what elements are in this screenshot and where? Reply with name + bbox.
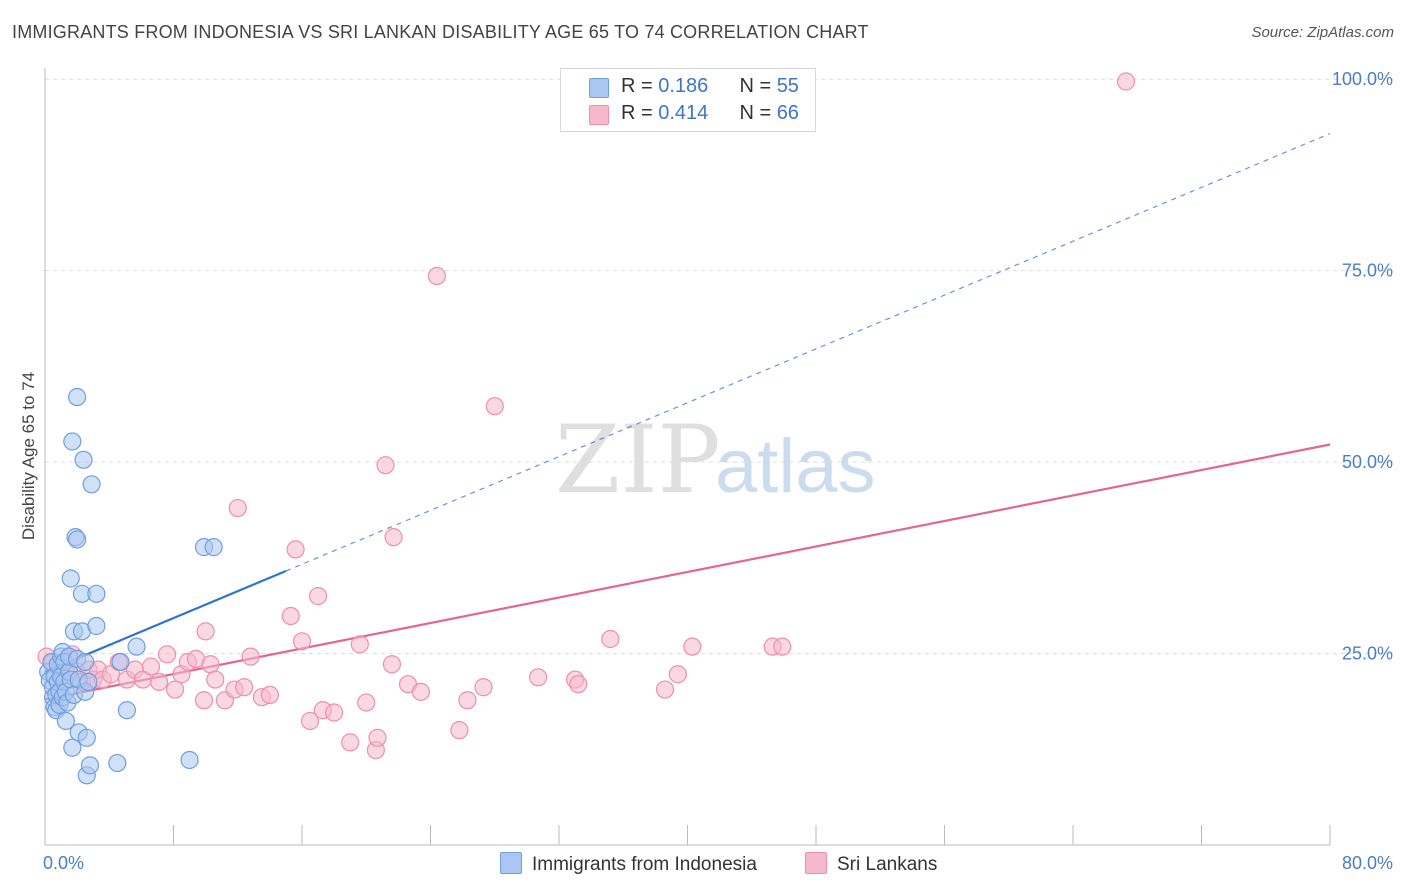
point-srilankan	[194, 691, 214, 710]
point-srilankan	[141, 657, 161, 676]
axes	[44, 68, 1331, 846]
point-indonesia	[204, 538, 223, 557]
point-srilankan	[325, 703, 344, 722]
legend-item-srilankans[interactable]: Sri Lankans	[805, 852, 937, 876]
point-indonesia	[111, 652, 130, 672]
point-srilankan	[427, 266, 447, 286]
point-indonesia	[68, 530, 87, 549]
watermark-zip: ZIP	[555, 406, 721, 515]
source-label: Source: ZipAtlas.com	[1251, 24, 1394, 41]
point-srilankan	[196, 622, 215, 641]
point-srilankan	[1116, 72, 1136, 91]
point-srilankan	[350, 635, 369, 654]
point-indonesia	[74, 450, 93, 469]
x-tick-label-start: 0.0%	[43, 853, 84, 873]
grid-lines	[45, 78, 1395, 655]
legend-r-value: 0.414	[658, 102, 709, 124]
point-srilankan	[357, 693, 376, 712]
x-tick-label-end: 80.0%	[1342, 853, 1393, 873]
point-indonesia	[180, 750, 199, 770]
legend-swatch-blue	[589, 78, 609, 98]
point-srilankan	[569, 675, 588, 694]
point-srilankan	[382, 655, 402, 674]
y-tick-label: 100.0%	[1332, 69, 1393, 89]
point-indonesia	[61, 569, 80, 588]
y-tick-label: 75.0%	[1342, 261, 1393, 281]
correlation-legend: R = 0.186 N = 55 R = 0.414 N = 66	[560, 68, 816, 132]
point-indonesia	[56, 711, 75, 731]
watermark: ZIP atlas	[555, 406, 876, 515]
point-srilankan	[485, 397, 504, 416]
legend-r-label: R =	[621, 102, 659, 124]
point-indonesia	[63, 432, 82, 451]
point-srilankan	[655, 680, 675, 699]
point-srilankan	[458, 691, 477, 710]
point-indonesia	[127, 637, 146, 656]
legend-n-value: 55	[776, 75, 799, 97]
point-indonesia	[87, 584, 106, 603]
legend-swatch-blue	[500, 852, 522, 874]
point-srilankan	[474, 678, 493, 697]
point-srilankan	[411, 682, 430, 701]
point-srilankan	[260, 685, 279, 705]
legend-r-label: R =	[621, 75, 659, 97]
point-indonesia	[63, 738, 82, 757]
point-srilankan	[450, 721, 469, 740]
legend-label-indonesia: Immigrants from Indonesia	[532, 854, 757, 875]
point-srilankan	[241, 647, 260, 666]
legend-swatch-pink	[805, 852, 827, 874]
point-srilankan	[529, 668, 548, 687]
point-srilankan	[292, 632, 312, 651]
point-srilankan	[384, 528, 403, 547]
point-srilankan	[286, 540, 305, 559]
y-tick-label: 50.0%	[1342, 452, 1393, 472]
point-srilankan	[206, 670, 225, 689]
point-srilankan	[166, 680, 185, 699]
chart-title: IMMIGRANTS FROM INDONESIA VS SRI LANKAN …	[12, 22, 869, 42]
point-srilankan	[683, 637, 702, 656]
y-axis-label: Disability Age 65 to 74	[19, 372, 38, 540]
legend-n-label: N =	[739, 75, 777, 97]
point-indonesia	[87, 616, 106, 636]
point-indonesia	[82, 475, 101, 494]
point-indonesia	[108, 753, 127, 773]
point-srilankan	[300, 711, 320, 731]
point-srilankan	[308, 587, 328, 606]
watermark-atlas: atlas	[715, 424, 876, 509]
point-srilankan	[228, 498, 247, 518]
legend-label-srilankans: Sri Lankans	[837, 854, 938, 875]
point-indonesia	[68, 387, 87, 407]
point-srilankan	[235, 678, 254, 697]
data-points	[37, 72, 1136, 785]
point-indonesia	[117, 701, 137, 720]
point-srilankan	[149, 672, 169, 691]
point-srilankan	[201, 655, 220, 674]
legend-r-value: 0.186	[658, 75, 709, 97]
legend-swatch-pink	[589, 105, 609, 125]
trend-line-indonesia-extended	[285, 133, 1331, 572]
point-indonesia	[76, 652, 95, 672]
point-indonesia	[80, 756, 100, 775]
point-srilankan	[281, 606, 300, 626]
legend-item-indonesia[interactable]: Immigrants from Indonesia	[500, 852, 757, 876]
point-srilankan	[773, 637, 792, 656]
point-srilankan	[368, 728, 387, 747]
point-srilankan	[157, 645, 177, 664]
y-tick-label: 25.0%	[1342, 644, 1393, 664]
point-srilankan	[668, 665, 687, 684]
point-indonesia	[79, 672, 98, 691]
legend-n-value: 66	[776, 102, 799, 124]
point-indonesia	[77, 728, 96, 747]
point-srilankan	[601, 629, 620, 649]
point-srilankan	[341, 733, 360, 752]
legend-n-label: N =	[739, 102, 777, 124]
tick-labels: 25.0% 50.0% 75.0% 100.0% 0.0% 80.0%	[43, 69, 1393, 873]
point-srilankan	[376, 456, 395, 475]
